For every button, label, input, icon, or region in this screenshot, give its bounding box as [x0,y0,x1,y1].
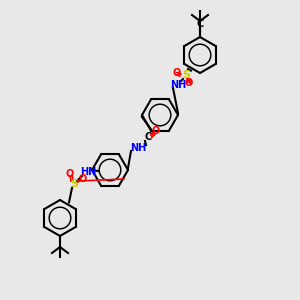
Text: S: S [182,70,190,80]
Text: C: C [144,132,152,142]
Text: C: C [196,19,204,29]
Text: NH: NH [170,80,186,90]
Text: O: O [66,169,74,179]
Text: HN: HN [80,167,96,177]
Text: O: O [185,78,193,88]
Text: O: O [152,126,160,136]
Text: O: O [173,68,181,78]
Text: O: O [79,174,87,184]
Text: NH: NH [130,143,146,153]
Text: S: S [70,179,78,189]
